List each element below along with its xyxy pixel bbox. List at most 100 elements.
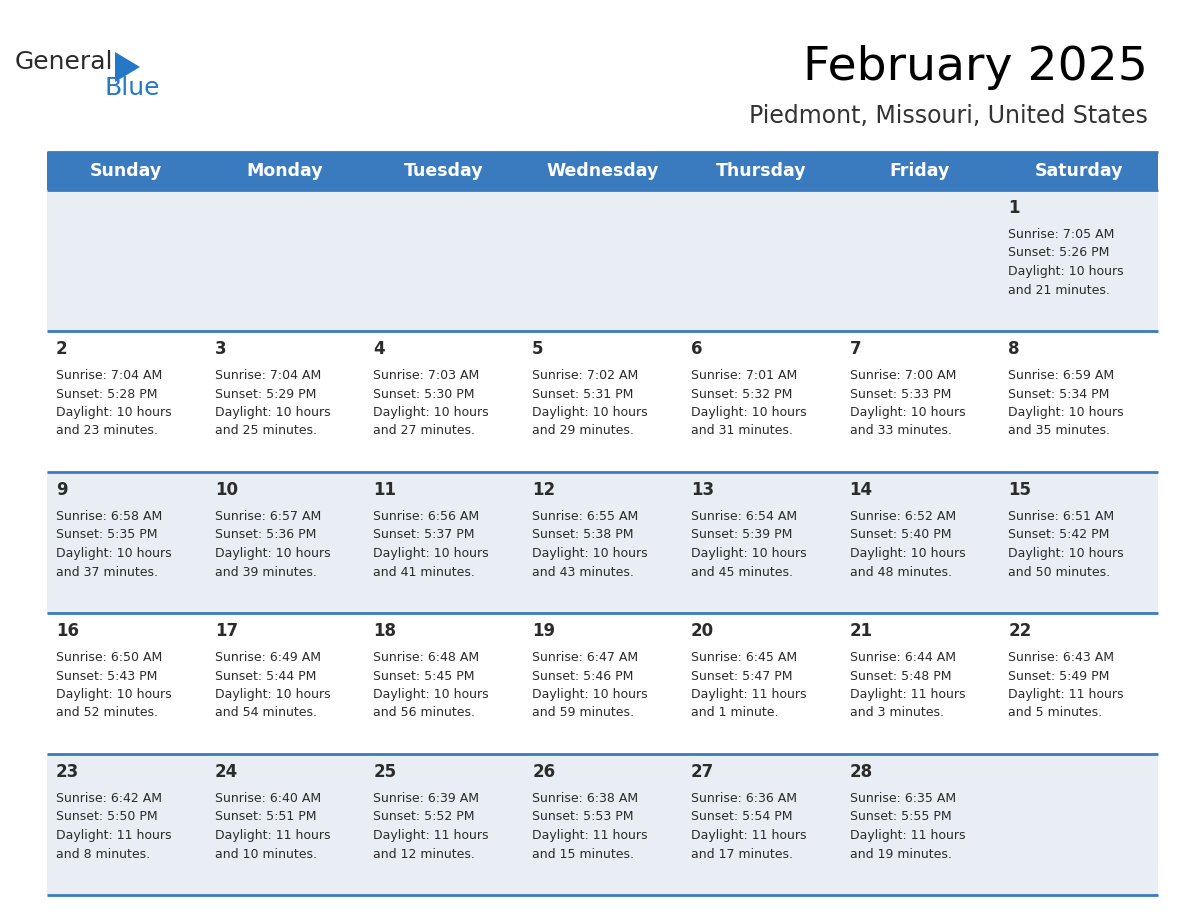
Text: Daylight: 10 hours: Daylight: 10 hours [691, 406, 807, 419]
Text: Sunset: 5:34 PM: Sunset: 5:34 PM [1009, 387, 1110, 400]
Text: Sunset: 5:35 PM: Sunset: 5:35 PM [56, 529, 158, 542]
Text: Daylight: 11 hours: Daylight: 11 hours [373, 829, 489, 842]
Text: and 33 minutes.: and 33 minutes. [849, 424, 952, 438]
Text: and 23 minutes.: and 23 minutes. [56, 424, 158, 438]
Text: Sunset: 5:29 PM: Sunset: 5:29 PM [215, 387, 316, 400]
Text: 6: 6 [691, 340, 702, 358]
Text: and 5 minutes.: and 5 minutes. [1009, 707, 1102, 720]
Text: Daylight: 10 hours: Daylight: 10 hours [532, 688, 647, 701]
Text: and 15 minutes.: and 15 minutes. [532, 847, 634, 860]
Text: Daylight: 10 hours: Daylight: 10 hours [56, 688, 171, 701]
Text: 20: 20 [691, 622, 714, 640]
Text: Sunrise: 6:39 AM: Sunrise: 6:39 AM [373, 792, 480, 805]
Text: Sunset: 5:33 PM: Sunset: 5:33 PM [849, 387, 950, 400]
Text: and 25 minutes.: and 25 minutes. [215, 424, 317, 438]
Text: 18: 18 [373, 622, 397, 640]
Bar [682, 152, 841, 190]
Text: and 8 minutes.: and 8 minutes. [56, 847, 150, 860]
Text: Daylight: 11 hours: Daylight: 11 hours [849, 688, 965, 701]
Text: Sunrise: 6:43 AM: Sunrise: 6:43 AM [1009, 651, 1114, 664]
Text: Piedmont, Missouri, United States: Piedmont, Missouri, United States [750, 104, 1148, 128]
Text: Daylight: 10 hours: Daylight: 10 hours [532, 406, 647, 419]
Text: Daylight: 10 hours: Daylight: 10 hours [215, 688, 330, 701]
Text: and 43 minutes.: and 43 minutes. [532, 565, 634, 578]
Text: Daylight: 10 hours: Daylight: 10 hours [691, 547, 807, 560]
Text: Sunset: 5:28 PM: Sunset: 5:28 PM [56, 387, 158, 400]
Text: Sunrise: 6:58 AM: Sunrise: 6:58 AM [56, 510, 163, 523]
Text: Sunrise: 7:04 AM: Sunrise: 7:04 AM [56, 369, 163, 382]
Text: Sunrise: 7:05 AM: Sunrise: 7:05 AM [1009, 228, 1114, 241]
Text: Sunrise: 6:35 AM: Sunrise: 6:35 AM [849, 792, 955, 805]
Text: Sunset: 5:51 PM: Sunset: 5:51 PM [215, 811, 316, 823]
Text: Daylight: 10 hours: Daylight: 10 hours [532, 547, 647, 560]
Text: 16: 16 [56, 622, 78, 640]
Text: Daylight: 11 hours: Daylight: 11 hours [1009, 688, 1124, 701]
Text: Sunset: 5:30 PM: Sunset: 5:30 PM [373, 387, 475, 400]
Text: 24: 24 [215, 763, 238, 781]
Text: 21: 21 [849, 622, 873, 640]
Text: 15: 15 [1009, 481, 1031, 499]
Bar [48, 190, 1158, 331]
Text: Sunset: 5:48 PM: Sunset: 5:48 PM [849, 669, 952, 682]
Text: Sunrise: 6:59 AM: Sunrise: 6:59 AM [1009, 369, 1114, 382]
Text: Sunset: 5:45 PM: Sunset: 5:45 PM [373, 669, 475, 682]
Text: Sunrise: 6:49 AM: Sunrise: 6:49 AM [215, 651, 321, 664]
Text: and 37 minutes.: and 37 minutes. [56, 565, 158, 578]
Text: 5: 5 [532, 340, 544, 358]
Text: and 41 minutes.: and 41 minutes. [373, 565, 475, 578]
Text: Daylight: 11 hours: Daylight: 11 hours [56, 829, 171, 842]
Text: Sunrise: 6:50 AM: Sunrise: 6:50 AM [56, 651, 163, 664]
Text: Saturday: Saturday [1035, 162, 1123, 180]
Text: Sunrise: 6:47 AM: Sunrise: 6:47 AM [532, 651, 638, 664]
Text: Sunset: 5:53 PM: Sunset: 5:53 PM [532, 811, 633, 823]
Text: Sunset: 5:37 PM: Sunset: 5:37 PM [373, 529, 475, 542]
Text: Daylight: 10 hours: Daylight: 10 hours [849, 406, 965, 419]
Text: and 29 minutes.: and 29 minutes. [532, 424, 634, 438]
Bar [48, 472, 1158, 613]
Bar [841, 152, 999, 190]
Text: 14: 14 [849, 481, 873, 499]
Text: and 27 minutes.: and 27 minutes. [373, 424, 475, 438]
Text: Sunset: 5:39 PM: Sunset: 5:39 PM [691, 529, 792, 542]
Text: Sunrise: 6:52 AM: Sunrise: 6:52 AM [849, 510, 955, 523]
Text: Sunset: 5:40 PM: Sunset: 5:40 PM [849, 529, 952, 542]
Text: February 2025: February 2025 [803, 46, 1148, 91]
Text: Sunset: 5:36 PM: Sunset: 5:36 PM [215, 529, 316, 542]
Text: 10: 10 [215, 481, 238, 499]
Text: Daylight: 10 hours: Daylight: 10 hours [373, 547, 489, 560]
Bar [48, 331, 1158, 472]
Text: Wednesday: Wednesday [546, 162, 658, 180]
Text: Sunrise: 6:42 AM: Sunrise: 6:42 AM [56, 792, 162, 805]
Text: Sunset: 5:31 PM: Sunset: 5:31 PM [532, 387, 633, 400]
Text: and 45 minutes.: and 45 minutes. [691, 565, 792, 578]
Text: 25: 25 [373, 763, 397, 781]
Bar [48, 754, 1158, 895]
Text: Sunset: 5:49 PM: Sunset: 5:49 PM [1009, 669, 1110, 682]
Text: 1: 1 [1009, 199, 1019, 217]
Text: Sunrise: 7:04 AM: Sunrise: 7:04 AM [215, 369, 321, 382]
Bar [48, 152, 206, 190]
Text: Daylight: 11 hours: Daylight: 11 hours [532, 829, 647, 842]
Text: and 1 minute.: and 1 minute. [691, 707, 778, 720]
Text: 17: 17 [215, 622, 238, 640]
Text: Sunrise: 6:57 AM: Sunrise: 6:57 AM [215, 510, 321, 523]
Text: 12: 12 [532, 481, 555, 499]
Text: Sunrise: 7:00 AM: Sunrise: 7:00 AM [849, 369, 956, 382]
Text: 9: 9 [56, 481, 68, 499]
Text: Daylight: 10 hours: Daylight: 10 hours [215, 547, 330, 560]
Text: 19: 19 [532, 622, 555, 640]
Text: Daylight: 10 hours: Daylight: 10 hours [373, 406, 489, 419]
Text: Daylight: 10 hours: Daylight: 10 hours [215, 406, 330, 419]
Text: Sunrise: 6:45 AM: Sunrise: 6:45 AM [691, 651, 797, 664]
Text: 2: 2 [56, 340, 68, 358]
Bar [48, 613, 1158, 754]
Text: and 39 minutes.: and 39 minutes. [215, 565, 316, 578]
Text: Sunset: 5:42 PM: Sunset: 5:42 PM [1009, 529, 1110, 542]
Text: Sunrise: 6:48 AM: Sunrise: 6:48 AM [373, 651, 480, 664]
Bar [206, 152, 365, 190]
Text: Daylight: 10 hours: Daylight: 10 hours [373, 688, 489, 701]
Text: 27: 27 [691, 763, 714, 781]
Text: 4: 4 [373, 340, 385, 358]
Text: Sunrise: 6:38 AM: Sunrise: 6:38 AM [532, 792, 638, 805]
Text: Sunrise: 6:56 AM: Sunrise: 6:56 AM [373, 510, 480, 523]
